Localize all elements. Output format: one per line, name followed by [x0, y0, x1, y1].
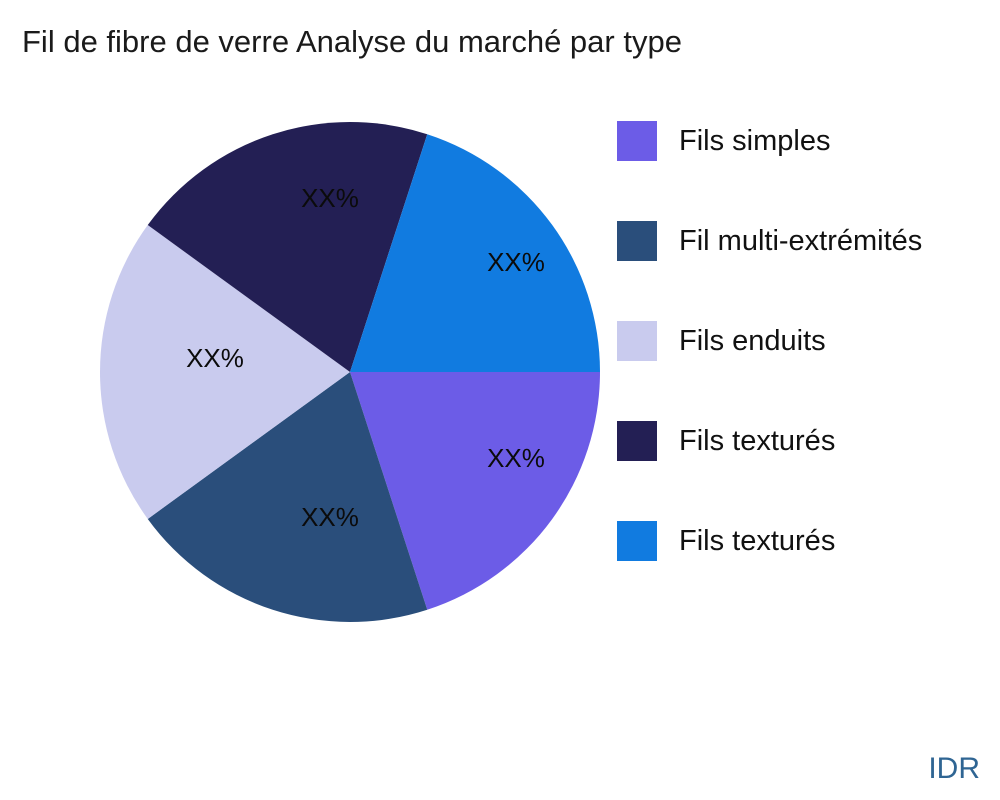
legend-item-2: Fils enduits	[617, 321, 922, 361]
pie-slice-4	[350, 134, 600, 372]
legend-label-1: Fil multi-extrémités	[679, 224, 923, 257]
pie-slice-0	[350, 372, 600, 610]
pie-slice-label-3: XX%	[301, 183, 359, 213]
legend: Fils simples Fil multi-extrémités Fils end…	[617, 121, 922, 561]
legend-item-3: Fils texturés	[617, 421, 922, 461]
legend-label-3: Fils texturés	[679, 424, 836, 457]
legend-swatch-4	[617, 521, 657, 561]
legend-swatch-3	[617, 421, 657, 461]
watermark-idr: IDR	[928, 752, 980, 785]
pie-slice-label-4: XX%	[487, 247, 545, 277]
legend-item-1: Fil multi-extrémités	[617, 221, 922, 261]
pie-slice-label-2: XX%	[186, 343, 244, 373]
legend-label-0: Fils simples	[679, 124, 831, 157]
chart-title: Fil de fibre de verre Analyse du marché …	[22, 24, 682, 59]
legend-label-2: Fils enduits	[679, 324, 826, 357]
legend-swatch-2	[617, 321, 657, 361]
legend-item-4: Fils texturés	[617, 521, 922, 561]
legend-swatch-1	[617, 221, 657, 261]
legend-label-4: Fils texturés	[679, 524, 836, 557]
pie-slice-2	[100, 225, 350, 519]
pie-slice-label-0: XX%	[487, 443, 545, 473]
pie-slice-3	[147, 122, 428, 373]
legend-item-0: Fils simples	[617, 121, 922, 161]
pie-slice-1	[147, 372, 428, 622]
legend-swatch-0	[617, 121, 657, 161]
pie-slice-label-1: XX%	[301, 502, 359, 532]
